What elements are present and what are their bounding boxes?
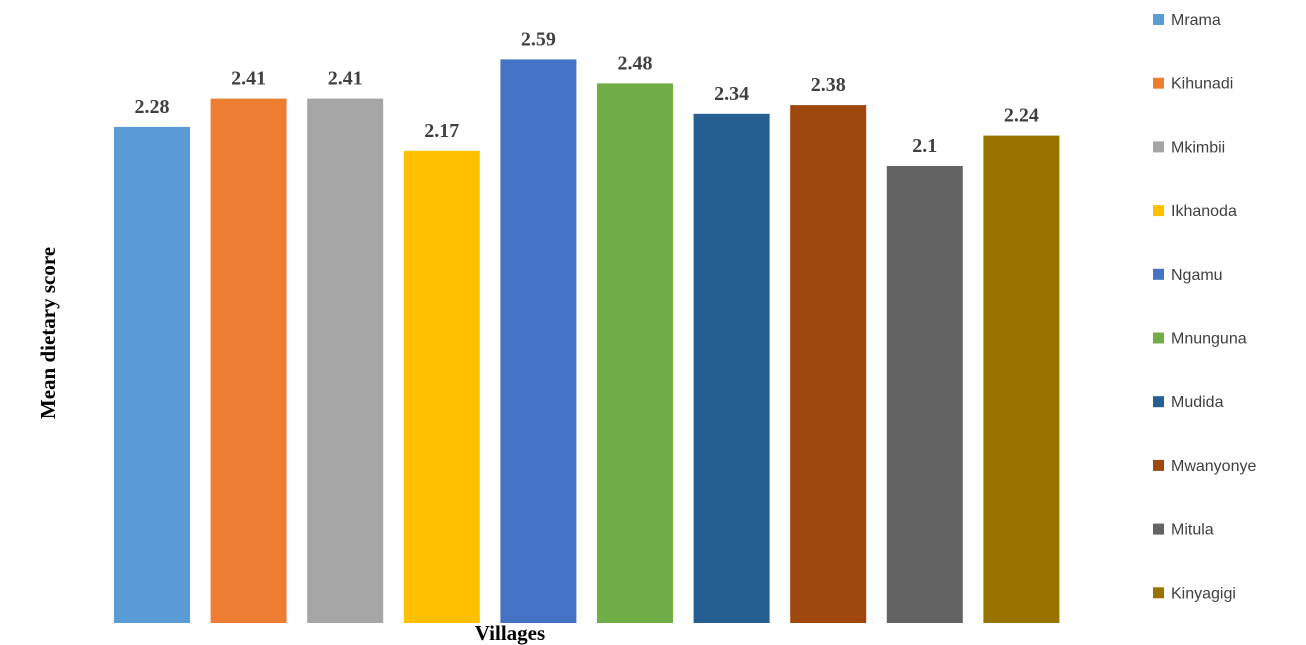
data-label-mrama: 2.28 — [135, 96, 170, 118]
data-label-ikhanoda: 2.17 — [424, 120, 459, 142]
legend-swatch-ngamu — [1153, 268, 1164, 280]
data-label-mnunguna: 2.48 — [618, 52, 653, 74]
bar-mkimbii — [307, 98, 384, 624]
data-labels-group: 2.28 2.41 2.41 2.17 2.59 2.48 2.34 2.38 2.1 2.24 — [135, 28, 1039, 157]
bar-ngamu — [500, 59, 577, 623]
bar-mrama — [114, 126, 190, 624]
x-axis-label: Villages — [475, 621, 545, 645]
legend: Mrama Kihunadi Mkimbii Ikhanoda Ngamu Mnungun… — [1153, 12, 1256, 602]
legend-label-ngamu: Ngamu — [1171, 267, 1223, 284]
legend-label-mrama: Mrama — [1171, 12, 1221, 29]
legend-label-mwanyonye: Mwanyonye — [1171, 458, 1256, 475]
legend-swatch-kinyagigi — [1153, 587, 1164, 599]
legend-swatch-ikhanoda — [1153, 205, 1164, 217]
legend-swatch-mkimbii — [1153, 141, 1164, 153]
legend-swatch-kihunadi — [1153, 77, 1164, 89]
legend-label-mnunguna: Mnunguna — [1171, 331, 1247, 348]
data-label-kinyagigi: 2.24 — [1004, 105, 1039, 127]
bar-kinyagigi — [983, 135, 1060, 623]
legend-swatch-mitula — [1153, 523, 1164, 535]
legend-swatch-mudida — [1153, 396, 1164, 408]
legend-label-kihunadi: Kihunadi — [1171, 76, 1233, 93]
data-label-mwanyonye: 2.38 — [811, 74, 846, 96]
data-label-mitula: 2.1 — [912, 135, 937, 157]
bar-mwanyonye — [790, 105, 867, 624]
bar-mnunguna — [597, 83, 673, 623]
bar-kihunadi — [210, 98, 287, 624]
data-label-mudida: 2.34 — [714, 83, 749, 105]
legend-label-kinyagigi: Kinyagigi — [1171, 585, 1236, 602]
bar-ikhanoda — [403, 150, 480, 624]
legend-label-ikhanoda: Ikhanoda — [1171, 203, 1237, 220]
data-label-mkimbii: 2.41 — [328, 68, 363, 90]
bars-group — [114, 59, 1060, 624]
legend-swatch-mwanyonye — [1153, 459, 1164, 471]
legend-label-mudida: Mudida — [1171, 394, 1224, 411]
y-axis-label: Mean dietary score — [36, 247, 60, 419]
legend-swatch-mrama — [1153, 14, 1164, 25]
legend-swatch-mnunguna — [1153, 332, 1164, 344]
legend-label-mkimbii: Mkimbii — [1171, 139, 1225, 156]
bar-mudida — [693, 113, 770, 624]
legend-label-mitula: Mitula — [1171, 522, 1214, 539]
bar-mitula — [886, 166, 963, 623]
data-label-kihunadi: 2.41 — [231, 68, 266, 90]
data-label-ngamu: 2.59 — [521, 28, 556, 50]
